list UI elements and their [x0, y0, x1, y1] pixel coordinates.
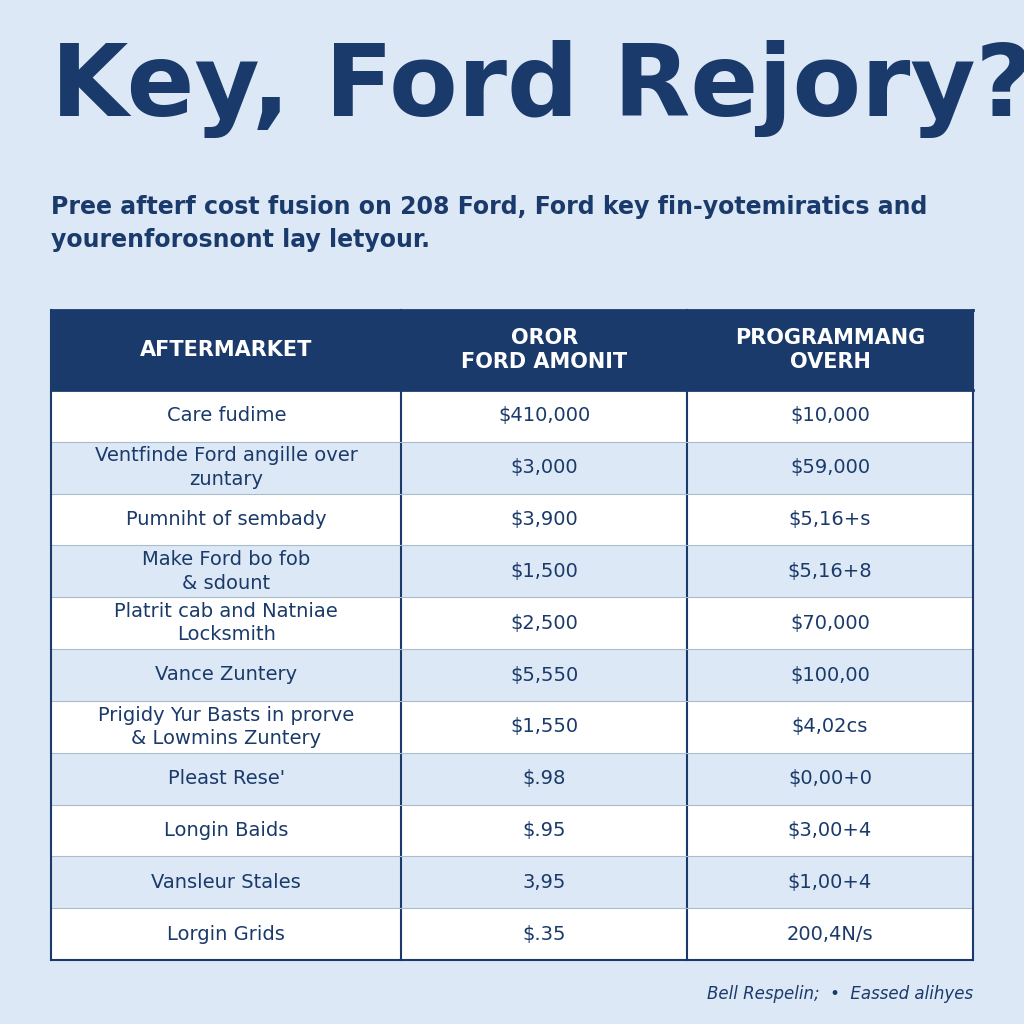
Bar	[687, 546, 973, 597]
Text: $3,000: $3,000	[510, 458, 579, 477]
Bar	[687, 310, 973, 390]
Bar	[51, 856, 401, 908]
Text: $1,00+4: $1,00+4	[787, 872, 872, 892]
Text: Vance Zuntery: Vance Zuntery	[156, 666, 297, 684]
Bar	[51, 310, 401, 390]
Bar	[401, 546, 687, 597]
Bar	[51, 597, 401, 649]
Bar	[687, 908, 973, 961]
Bar	[51, 546, 401, 597]
Text: $.95: $.95	[522, 821, 566, 840]
Bar	[687, 494, 973, 546]
Text: $1,550: $1,550	[510, 718, 579, 736]
Bar	[51, 441, 401, 494]
Text: $70,000: $70,000	[790, 613, 870, 633]
Bar	[687, 856, 973, 908]
Bar	[401, 494, 687, 546]
Bar	[51, 805, 401, 856]
Text: Pleast Rese': Pleast Rese'	[168, 769, 285, 788]
Bar	[401, 390, 687, 441]
Text: Pumniht of sembady: Pumniht of sembady	[126, 510, 327, 529]
Text: Platrit cab and Natniae
Locksmith: Platrit cab and Natniae Locksmith	[115, 602, 338, 644]
Bar	[401, 441, 687, 494]
Text: $0,00+0: $0,00+0	[787, 769, 872, 788]
Text: $100,00: $100,00	[790, 666, 870, 684]
Text: $1,500: $1,500	[510, 562, 579, 581]
Bar	[687, 597, 973, 649]
Bar	[687, 649, 973, 700]
Bar	[401, 700, 687, 753]
Text: Make Ford bo fob
& sdount: Make Ford bo fob & sdount	[142, 550, 310, 593]
Text: AFTERMARKET: AFTERMARKET	[140, 340, 312, 360]
Bar	[401, 908, 687, 961]
Text: Bell Respelin;  •  Eassed alihyes: Bell Respelin; • Eassed alihyes	[707, 985, 973, 1002]
Bar	[401, 310, 687, 390]
Text: PROGRAMMANG
OVERH: PROGRAMMANG OVERH	[735, 328, 925, 373]
Text: $3,00+4: $3,00+4	[787, 821, 872, 840]
Bar	[51, 494, 401, 546]
Bar	[51, 753, 401, 805]
Bar	[401, 856, 687, 908]
Bar	[51, 390, 401, 441]
Text: $.98: $.98	[522, 769, 566, 788]
Text: Key, Ford Rejory?: Key, Ford Rejory?	[51, 40, 1024, 138]
Bar	[401, 649, 687, 700]
Bar	[401, 805, 687, 856]
Bar	[687, 441, 973, 494]
Text: Pree afterf cost fusion on 208 Ford, Ford key fin-yotemiratics and
yourenforosno: Pree afterf cost fusion on 208 Ford, For…	[51, 195, 928, 253]
Bar	[687, 753, 973, 805]
Text: Longin Baids: Longin Baids	[164, 821, 289, 840]
Text: Lorgin Grids: Lorgin Grids	[167, 925, 286, 943]
Text: $4,02cs: $4,02cs	[792, 718, 868, 736]
Text: $5,16+8: $5,16+8	[787, 562, 872, 581]
Bar	[51, 700, 401, 753]
Text: Ventfinde Ford angille over
zuntary: Ventfinde Ford angille over zuntary	[95, 446, 357, 489]
Bar	[401, 597, 687, 649]
Bar	[687, 700, 973, 753]
Text: $.35: $.35	[522, 925, 566, 943]
Text: 200,4N/s: 200,4N/s	[786, 925, 873, 943]
Text: $59,000: $59,000	[790, 458, 870, 477]
Bar	[51, 908, 401, 961]
Bar	[687, 390, 973, 441]
Bar	[401, 753, 687, 805]
Text: $5,550: $5,550	[510, 666, 579, 684]
Bar	[687, 805, 973, 856]
Text: $3,900: $3,900	[510, 510, 579, 529]
Text: OROR
FORD AMONIT: OROR FORD AMONIT	[461, 328, 628, 373]
Text: $10,000: $10,000	[790, 407, 870, 425]
Bar	[51, 649, 401, 700]
Text: $2,500: $2,500	[510, 613, 579, 633]
Text: Prigidy Yur Basts in prorve
& Lowmins Zuntery: Prigidy Yur Basts in prorve & Lowmins Zu…	[98, 706, 354, 749]
Text: Care fudime: Care fudime	[167, 407, 286, 425]
Text: $410,000: $410,000	[498, 407, 591, 425]
Text: Vansleur Stales: Vansleur Stales	[152, 872, 301, 892]
Text: 3,95: 3,95	[522, 872, 566, 892]
Text: $5,16+s: $5,16+s	[788, 510, 871, 529]
